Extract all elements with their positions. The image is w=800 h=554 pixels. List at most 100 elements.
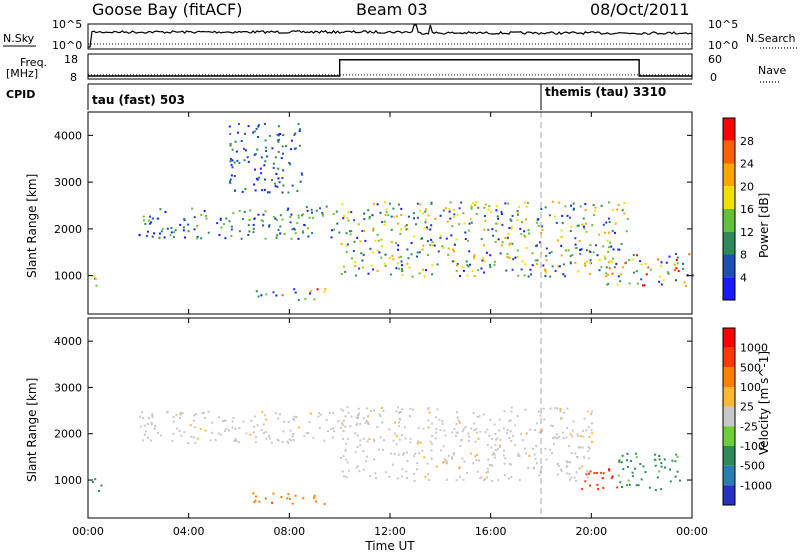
heatmap-cell bbox=[340, 408, 343, 411]
heatmap-cell bbox=[551, 452, 553, 455]
heatmap-cell bbox=[501, 244, 504, 247]
heatmap-cell bbox=[504, 237, 507, 239]
heatmap-cell bbox=[627, 479, 630, 482]
heatmap-cell bbox=[287, 421, 290, 424]
heatmap-cell bbox=[580, 248, 583, 251]
heatmap-cell bbox=[372, 227, 375, 230]
heatmap-cell bbox=[682, 262, 685, 265]
heatmap-cell bbox=[418, 272, 421, 275]
heatmap-cell bbox=[679, 479, 681, 482]
heatmap-cell bbox=[279, 413, 281, 416]
heatmap-cell bbox=[639, 260, 642, 263]
heatmap-cell bbox=[260, 172, 263, 175]
heatmap-cell bbox=[543, 268, 546, 271]
heatmap-cell bbox=[158, 232, 161, 235]
heatmap-cell bbox=[427, 408, 430, 411]
heatmap-cell bbox=[574, 243, 577, 246]
heatmap-cell bbox=[397, 248, 399, 251]
velocity-frame bbox=[87, 317, 693, 519]
heatmap-cell bbox=[608, 221, 611, 223]
heatmap-cell bbox=[276, 185, 279, 188]
heatmap-cell bbox=[572, 420, 575, 423]
heatmap-cell bbox=[489, 418, 492, 421]
y-tick-label: 1000 bbox=[54, 270, 82, 283]
heatmap-cell bbox=[264, 210, 267, 213]
heatmap-cell bbox=[392, 463, 395, 466]
heatmap-cell bbox=[353, 240, 356, 243]
heatmap-cell bbox=[193, 414, 196, 417]
heatmap-cell bbox=[545, 259, 548, 262]
heatmap-cell bbox=[421, 449, 424, 452]
heatmap-cell bbox=[345, 232, 348, 235]
heatmap-cell bbox=[282, 169, 285, 172]
heatmap-cell bbox=[570, 452, 573, 454]
heatmap-cell bbox=[257, 295, 260, 298]
heatmap-cell bbox=[455, 431, 458, 434]
heatmap-cell bbox=[402, 453, 405, 456]
colorbar-swatch bbox=[723, 186, 735, 209]
heatmap-cell bbox=[297, 123, 300, 126]
heatmap-cell bbox=[276, 234, 279, 237]
heatmap-cell bbox=[458, 207, 461, 210]
heatmap-cell bbox=[560, 244, 563, 247]
heatmap-cell bbox=[91, 481, 94, 483]
velocity-ylabel: Slant Range [km] bbox=[25, 378, 39, 482]
heatmap-cell bbox=[94, 277, 97, 280]
heatmap-cell bbox=[544, 269, 547, 272]
heatmap-cell bbox=[583, 227, 586, 230]
heatmap-cell bbox=[309, 290, 312, 293]
heatmap-cell bbox=[263, 188, 266, 191]
heatmap-cell bbox=[319, 413, 322, 416]
heatmap-cell bbox=[626, 484, 629, 487]
heatmap-cell bbox=[230, 225, 233, 228]
heatmap-cell bbox=[493, 423, 496, 426]
heatmap-cell bbox=[484, 431, 487, 434]
heatmap-cell bbox=[537, 224, 540, 227]
heatmap-cell bbox=[489, 211, 492, 214]
heatmap-cell bbox=[642, 465, 645, 468]
heatmap-cell bbox=[264, 497, 267, 500]
heatmap-cell bbox=[588, 472, 590, 475]
heatmap-cell bbox=[279, 214, 282, 217]
heatmap-cell bbox=[286, 440, 289, 443]
heatmap-cell bbox=[228, 220, 231, 223]
heatmap-cell bbox=[247, 125, 250, 128]
heatmap-cell bbox=[628, 282, 631, 285]
heatmap-cell bbox=[430, 238, 433, 241]
heatmap-cell bbox=[404, 437, 407, 440]
heatmap-cell bbox=[489, 263, 491, 266]
heatmap-cell bbox=[644, 471, 647, 474]
heatmap-cell bbox=[568, 445, 571, 447]
heatmap-cell bbox=[430, 201, 433, 204]
heatmap-cell bbox=[288, 497, 291, 500]
heatmap-cell bbox=[527, 229, 530, 231]
heatmap-cell bbox=[487, 470, 489, 473]
heatmap-cell bbox=[392, 258, 395, 261]
heatmap-cell bbox=[452, 248, 455, 251]
freq-left-tick-top: 18 bbox=[64, 53, 78, 66]
heatmap-cell bbox=[154, 424, 157, 427]
heatmap-cell bbox=[260, 219, 263, 222]
heatmap-cell bbox=[309, 292, 311, 295]
heatmap-cell bbox=[414, 452, 417, 455]
heatmap-cell bbox=[533, 453, 536, 456]
heatmap-cell bbox=[494, 443, 497, 446]
heatmap-cell bbox=[410, 242, 413, 244]
heatmap-cell bbox=[345, 458, 348, 461]
heatmap-cell bbox=[378, 448, 381, 451]
heatmap-cell bbox=[483, 228, 486, 231]
heatmap-cell bbox=[333, 228, 336, 231]
heatmap-cell bbox=[462, 478, 465, 481]
velocity-colorbar-title: Velocity [m s^-1] bbox=[757, 351, 771, 455]
heatmap-cell bbox=[591, 432, 594, 435]
heatmap-cell bbox=[193, 436, 196, 439]
heatmap-cell bbox=[452, 208, 455, 211]
heatmap-cell bbox=[510, 410, 513, 413]
heatmap-cell bbox=[448, 210, 451, 213]
heatmap-cell bbox=[578, 240, 581, 243]
heatmap-cell bbox=[489, 266, 492, 269]
heatmap-cell bbox=[377, 239, 380, 242]
heatmap-cell bbox=[676, 256, 679, 259]
heatmap-cell bbox=[581, 488, 584, 491]
heatmap-cell bbox=[417, 440, 420, 443]
